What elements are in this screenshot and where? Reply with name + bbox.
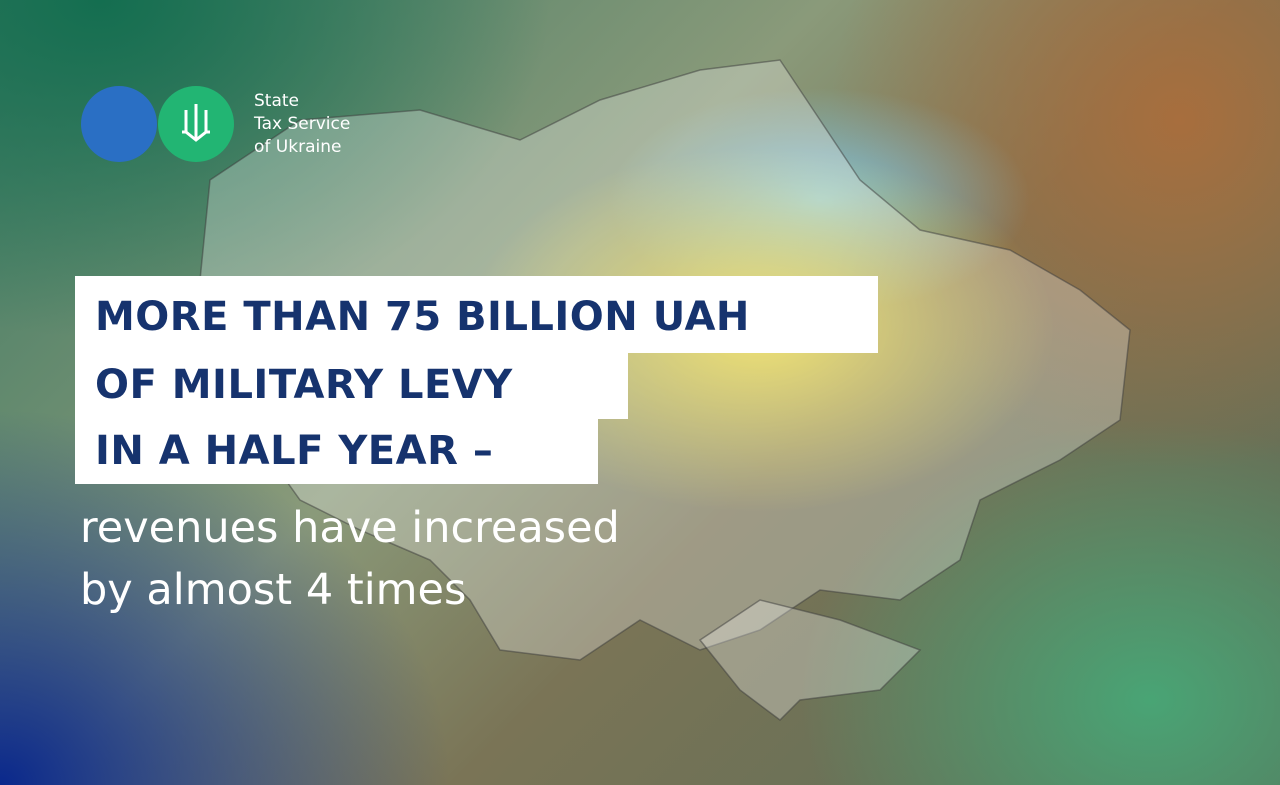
headline-line: OF MILITARY LEVY	[95, 362, 513, 408]
headline-line: IN A HALF YEAR –	[95, 428, 494, 474]
logo-circle-blue	[81, 86, 157, 162]
subheadline-line: revenues have increased	[80, 503, 620, 553]
subheadline-line: by almost 4 times	[80, 565, 467, 615]
headline-line: MORE THAN 75 BILLION UAH	[95, 294, 750, 340]
headline-box	[75, 276, 878, 353]
trident-icon	[182, 104, 210, 142]
logo-text: Tax Service	[254, 114, 351, 134]
ukraine-map	[199, 59, 1131, 661]
logo-text: of Ukraine	[254, 137, 342, 157]
crimea	[698, 599, 922, 721]
logo-text: State	[254, 91, 299, 111]
headline-box	[75, 352, 628, 419]
headline-box	[75, 418, 598, 484]
